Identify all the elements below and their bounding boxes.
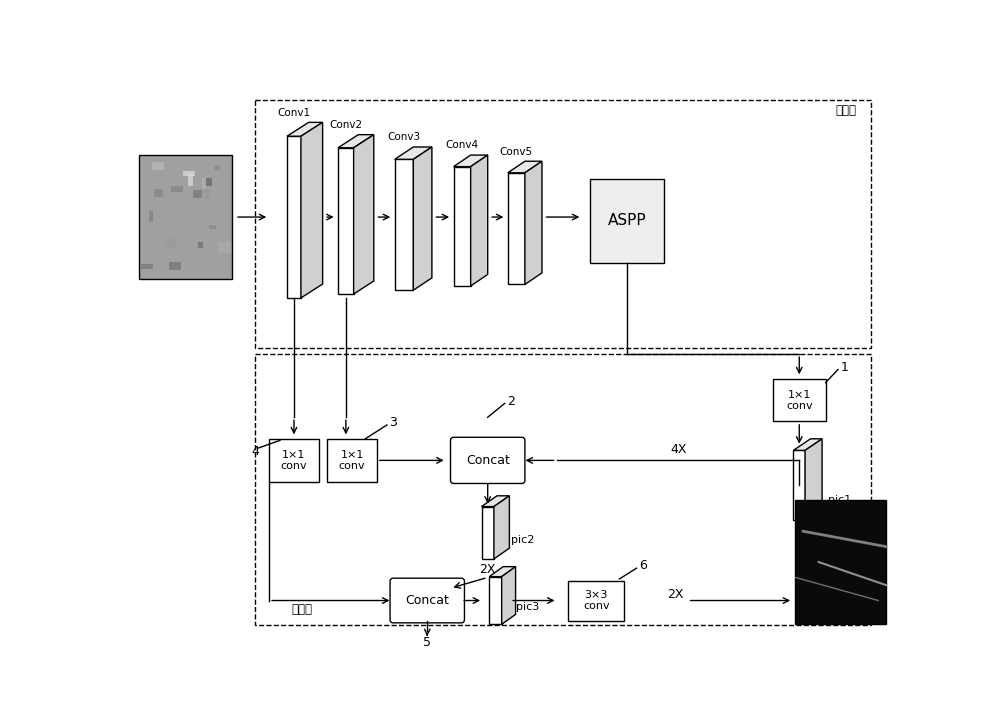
Bar [152,162,164,170]
Polygon shape [489,567,516,577]
Bar [203,178,212,186]
Bar [590,179,664,264]
Text: 2X: 2X [479,563,496,577]
Bar [255,100,871,348]
Polygon shape [482,507,494,559]
Text: 解码器: 解码器 [291,603,312,616]
Bar [165,237,176,248]
Text: Conv1: Conv1 [277,108,311,118]
Bar [154,190,163,197]
Text: 4: 4 [251,444,259,457]
Polygon shape [338,148,354,294]
Polygon shape [354,135,374,294]
Polygon shape [494,496,509,559]
Text: 2: 2 [507,395,515,408]
FancyBboxPatch shape [450,437,525,483]
Bar [139,156,232,279]
Polygon shape [413,147,432,290]
Polygon shape [454,155,488,167]
Polygon shape [301,122,323,298]
Text: ASPP: ASPP [608,213,647,228]
Text: 5: 5 [423,636,431,649]
Text: Conv2: Conv2 [329,120,362,130]
Polygon shape [287,136,301,298]
Text: Conv3: Conv3 [387,132,421,142]
Polygon shape [489,577,502,625]
Text: pic2: pic2 [511,536,534,546]
Text: 1×1
conv: 1×1 conv [786,390,813,411]
Text: 3: 3 [389,416,397,429]
Polygon shape [395,159,413,290]
Polygon shape [502,567,516,625]
Bar [202,177,206,188]
Polygon shape [287,122,323,136]
Text: 编码器: 编码器 [835,104,856,117]
Polygon shape [508,162,542,173]
Polygon shape [793,450,805,520]
Bar [795,500,886,624]
Bar [773,379,826,421]
Text: 1×1
conv: 1×1 conv [281,449,307,471]
Text: Conv4: Conv4 [446,141,479,151]
Text: pic1: pic1 [828,495,851,505]
Text: 4X: 4X [670,443,687,456]
Polygon shape [338,135,374,148]
Bar [255,354,871,625]
Bar [141,264,153,269]
Text: Conv5: Conv5 [500,146,533,157]
Polygon shape [508,173,525,284]
Polygon shape [805,439,822,520]
Polygon shape [525,162,542,284]
Text: 1×1
conv: 1×1 conv [339,449,365,471]
Text: Concat: Concat [405,594,449,607]
Bar [205,190,210,199]
Bar [327,439,377,482]
Polygon shape [395,147,432,159]
Polygon shape [482,496,509,507]
Text: 1: 1 [840,360,848,373]
Polygon shape [471,155,488,286]
Bar [209,225,216,229]
Text: 2X: 2X [667,588,684,601]
Polygon shape [454,167,471,286]
Bar [189,171,196,178]
Bar [149,211,153,222]
Bar [193,190,202,198]
FancyBboxPatch shape [390,578,464,623]
Text: 6: 6 [639,559,647,572]
Polygon shape [793,439,822,450]
Text: Concat: Concat [466,454,510,467]
Bar [568,580,624,620]
Bar [169,261,181,270]
Text: pic3: pic3 [516,602,540,612]
Bar [183,171,195,176]
Bar [188,174,193,186]
Bar [269,439,319,482]
Text: 3×3
conv: 3×3 conv [583,589,610,611]
Bar [171,186,183,192]
Bar [214,165,220,169]
Bar [198,241,203,248]
Bar [218,242,231,253]
